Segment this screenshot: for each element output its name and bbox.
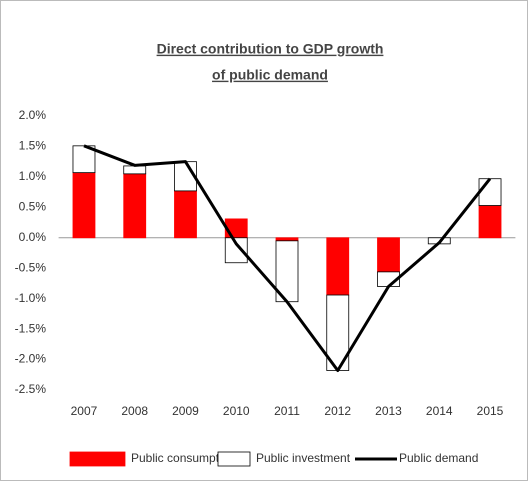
y-tick-label: -1.0% <box>15 291 47 305</box>
bar <box>478 205 502 239</box>
y-tick-label: 1.0% <box>19 169 47 183</box>
bar <box>123 173 147 239</box>
bar <box>326 237 350 296</box>
x-tick-label: 2015 <box>477 404 504 418</box>
bar <box>478 178 502 206</box>
x-tick-label: 2014 <box>426 404 453 418</box>
x-tick-label: 2007 <box>71 404 98 418</box>
line <box>83 144 492 373</box>
y-tick-label: 2.0% <box>19 108 47 122</box>
y-tick-label: 0.5% <box>19 200 47 214</box>
chart-title: Direct contribution to GDP growth <box>157 41 384 57</box>
bar <box>275 237 299 242</box>
bar <box>72 172 96 239</box>
y-tick-label: 0.0% <box>19 230 47 244</box>
x-tick-label: 2010 <box>223 404 250 418</box>
legend-label: Public demand <box>399 451 478 465</box>
bar <box>123 165 147 175</box>
x-tick-label: 2012 <box>324 404 351 418</box>
x-tick-label: 2013 <box>375 404 402 418</box>
x-tick-label: 2008 <box>121 404 148 418</box>
bar <box>377 237 400 273</box>
y-tick-label: -2.0% <box>15 352 47 366</box>
y-tick-label: -0.5% <box>15 260 47 274</box>
bar <box>174 190 197 239</box>
legend-label: Public consumption <box>131 451 235 465</box>
legend-swatch <box>217 451 251 467</box>
chart-title: of public demand <box>212 67 328 83</box>
bar <box>224 237 248 264</box>
x-tick-label: 2009 <box>172 404 199 418</box>
legend-label: Public investment <box>256 451 351 465</box>
y-tick-label: 1.5% <box>19 139 47 153</box>
bar <box>224 218 248 239</box>
y-tick-label: -2.5% <box>15 382 47 396</box>
y-tick-label: -1.5% <box>15 321 47 335</box>
legend-swatch <box>69 451 126 467</box>
x-tick-label: 2011 <box>274 404 300 418</box>
